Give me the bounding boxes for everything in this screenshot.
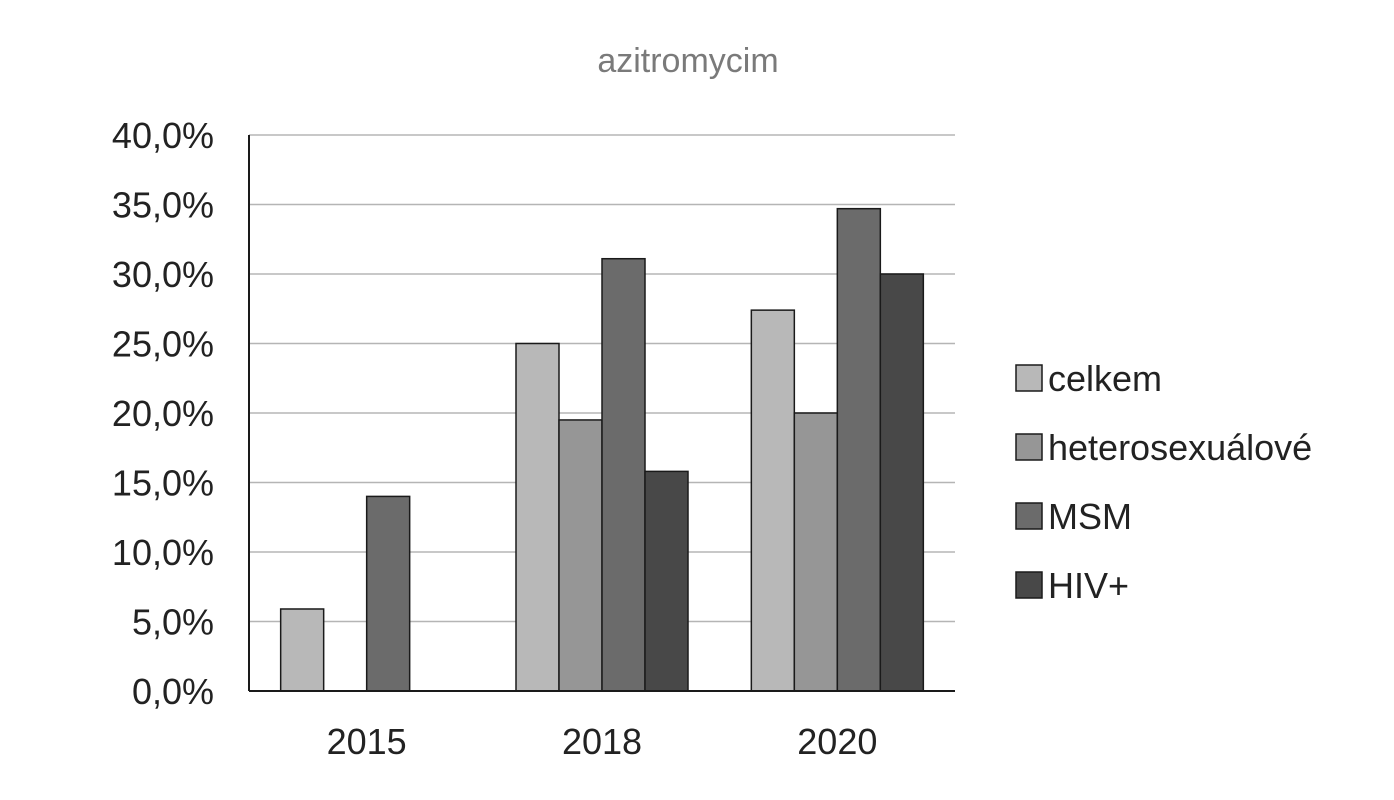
y-tick-label: 10,0%: [112, 532, 214, 573]
axes: [248, 135, 955, 692]
legend-item: celkem: [1015, 358, 1162, 399]
bar-celkem-2018: [515, 342, 560, 692]
legend-label: MSM: [1048, 496, 1132, 537]
y-axis-tick-labels: 0,0% 5,0% 10,0% 15,0% 20,0% 25,0% 30,0% 35,0% 40…: [112, 115, 214, 712]
y-tick-label: 5,0%: [132, 602, 214, 643]
legend-swatch: [1015, 433, 1043, 461]
y-tick-label: 40,0%: [112, 115, 214, 156]
x-tick-label: 2018: [562, 721, 642, 762]
y-tick-label: 35,0%: [112, 185, 214, 226]
legend-label: HIV+: [1048, 565, 1129, 606]
legend-label: heterosexuálové: [1048, 427, 1312, 468]
legend-item: heterosexuálové: [1015, 427, 1312, 468]
y-tick-label: 20,0%: [112, 393, 214, 434]
legend-label: celkem: [1048, 358, 1162, 399]
legend-swatch: [1015, 571, 1043, 599]
legend-swatch: [1015, 502, 1043, 530]
chart-title: azitromycim: [597, 42, 778, 80]
legend-swatch: [1015, 364, 1043, 392]
bar-msm-2015: [365, 495, 411, 692]
y-tick-label: 15,0%: [112, 463, 214, 504]
x-tick-label: 2015: [327, 721, 407, 762]
bars: [279, 207, 925, 692]
y-tick-label: 30,0%: [112, 254, 214, 295]
bar-heterosexu-lov--2018: [558, 419, 603, 692]
legend-item: MSM: [1015, 496, 1132, 537]
y-tick-label: 0,0%: [132, 671, 214, 712]
bar-celkem-2015: [279, 608, 325, 692]
legend-item: HIV+: [1015, 565, 1129, 606]
bar-celkem-2020: [750, 309, 796, 692]
x-tick-label: 2020: [797, 721, 877, 762]
y-tick-label: 25,0%: [112, 324, 214, 365]
x-axis-tick-labels: 2015 2018 2020: [327, 721, 878, 762]
bar-hiv--2020: [879, 273, 925, 692]
bar-hiv--2018: [644, 470, 689, 692]
bar-msm-2018: [601, 257, 646, 692]
bar-heterosexu-lov--2020: [793, 412, 839, 692]
legend: celkem heterosexuálové MSM HIV+: [1015, 358, 1312, 606]
bar-msm-2020: [836, 207, 882, 692]
